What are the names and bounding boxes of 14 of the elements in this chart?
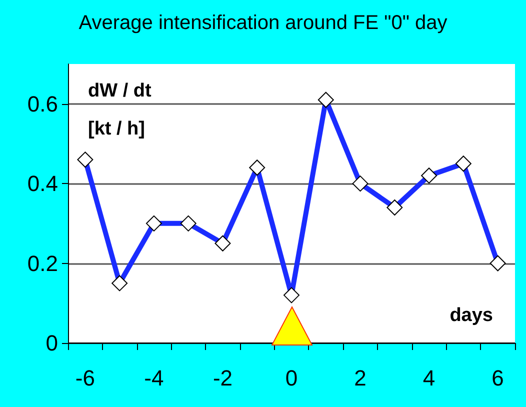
x-tick-label: 4 bbox=[422, 366, 436, 390]
x-tick-label: -4 bbox=[144, 366, 164, 390]
chart-title: Average intensification around FE "0" day bbox=[78, 12, 448, 34]
x-tick-label: -2 bbox=[212, 366, 233, 390]
y-tick-label: 0.2 bbox=[27, 250, 58, 276]
x-tick-label: 6 bbox=[492, 366, 504, 390]
x-tick-label: 2 bbox=[354, 366, 366, 390]
x-tick-label: -6 bbox=[75, 366, 95, 390]
y-axis-title: dW / dt [kt / h] bbox=[88, 80, 152, 140]
x-axis-title: days bbox=[450, 305, 494, 326]
x-tick-label: 0 bbox=[285, 366, 298, 390]
y-tick-label: 0 bbox=[46, 330, 58, 356]
y-tick-label: 0.6 bbox=[27, 91, 58, 116]
y-tick-label: 0.4 bbox=[27, 171, 58, 196]
